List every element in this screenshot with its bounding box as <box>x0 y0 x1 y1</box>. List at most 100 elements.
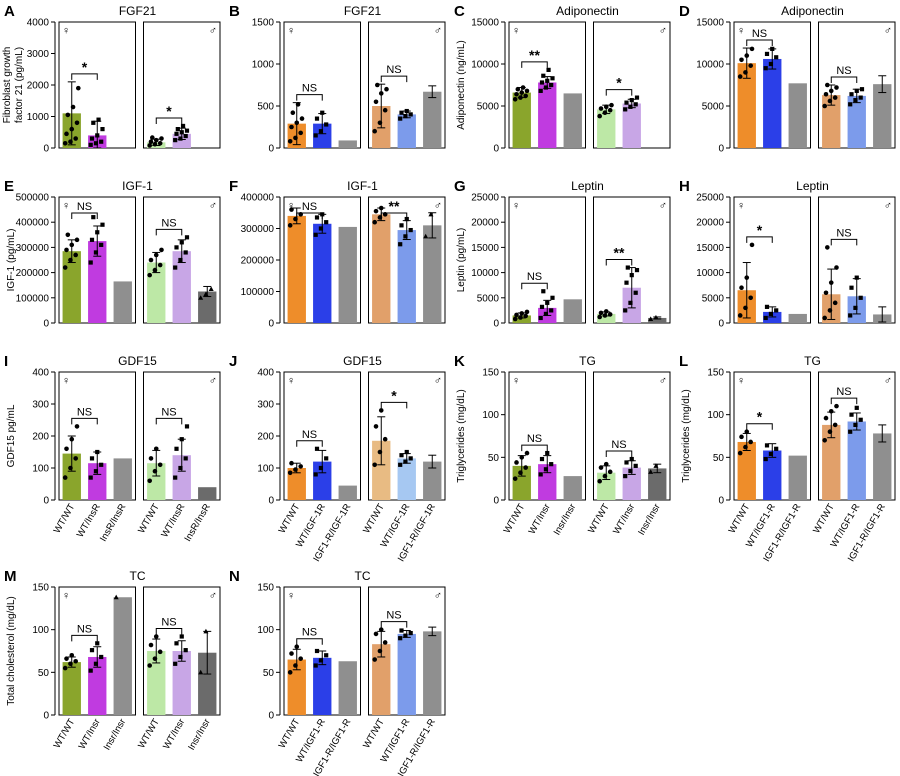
data-point <box>153 252 159 258</box>
significance-bracket <box>380 401 408 409</box>
data-point <box>523 465 528 470</box>
significance-label: NS <box>836 386 851 398</box>
bar <box>313 461 332 500</box>
x-tick-label: WT/WT <box>586 502 612 536</box>
data-point <box>545 78 550 83</box>
bar <box>338 485 357 500</box>
x-tick-label: WT/Insr <box>611 502 637 536</box>
y-tick-label: 100 <box>482 410 499 421</box>
data-point <box>157 140 163 146</box>
data-point <box>602 110 608 116</box>
y-tick-label: 300000 <box>241 224 275 235</box>
x-tick-label: Insr/Insr <box>186 717 213 752</box>
bar <box>62 453 81 500</box>
bar <box>822 95 841 148</box>
data-point <box>774 446 779 451</box>
data-point <box>173 661 178 666</box>
data-point <box>183 250 188 255</box>
y-tick-label: 500 <box>257 102 274 113</box>
data-point <box>653 314 659 320</box>
data-point <box>372 462 377 468</box>
data-point <box>512 96 518 102</box>
female-symbol: ♀ <box>62 375 70 387</box>
significance-bracket <box>296 94 323 101</box>
y-tick-label: 0 <box>268 496 274 507</box>
data-point <box>623 308 628 313</box>
panel-title: IGF-1 <box>347 179 378 193</box>
significance-label: NS <box>302 83 317 95</box>
bar <box>372 644 391 715</box>
y-tick-label: 0 <box>493 319 499 330</box>
significance-label: * <box>616 75 622 91</box>
data-point <box>749 242 755 248</box>
data-point <box>603 461 609 467</box>
y-tick-label: 10000 <box>471 60 499 71</box>
y-tick-label: 150 <box>32 583 49 594</box>
significance-label: ** <box>389 198 400 214</box>
bar <box>313 123 332 148</box>
data-point <box>203 291 209 297</box>
data-point <box>539 80 545 85</box>
data-point <box>179 437 184 442</box>
bar <box>198 487 217 500</box>
significance-bracket <box>380 212 408 219</box>
y-tick-label: 300 <box>32 400 49 411</box>
data-point <box>384 86 389 92</box>
bar <box>172 651 191 715</box>
bar <box>737 441 756 500</box>
data-point <box>739 285 744 291</box>
significance-label: NS <box>161 217 176 229</box>
significance-bracket <box>296 212 323 219</box>
data-point <box>74 120 80 126</box>
data-point <box>179 634 184 639</box>
y-tick-label: 500000 <box>16 193 50 204</box>
significance-bracket <box>71 417 98 425</box>
data-point <box>95 449 100 455</box>
data-point <box>545 450 550 456</box>
data-point <box>764 51 770 57</box>
female-symbol: ♀ <box>512 25 520 37</box>
data-point <box>174 131 179 136</box>
data-point <box>113 594 119 600</box>
significance-label: NS <box>752 28 767 40</box>
data-point <box>378 205 384 211</box>
data-point <box>152 141 158 147</box>
data-point <box>653 463 659 468</box>
significance-label: * <box>757 222 763 238</box>
data-point <box>179 130 184 135</box>
data-point <box>539 456 545 462</box>
male-symbol: ♂ <box>434 200 442 212</box>
data-point <box>293 135 298 141</box>
y-tick-label: 0 <box>718 496 724 507</box>
data-point <box>408 630 413 636</box>
data-point <box>290 110 296 116</box>
data-point <box>825 245 830 250</box>
data-point <box>398 636 403 641</box>
panel-a: A FGF21 0 1000 2000 3000 4000 Fibroblast growth… <box>2 3 221 155</box>
data-point <box>629 98 634 103</box>
significance-bracket <box>521 282 548 290</box>
panel-letter: B <box>229 3 240 20</box>
data-point <box>99 242 104 247</box>
data-point <box>748 63 753 68</box>
y-tick-label: 100 <box>32 464 49 475</box>
data-point <box>853 98 858 103</box>
female-symbol: ♀ <box>62 200 70 212</box>
data-point <box>95 641 100 646</box>
data-point <box>763 456 768 462</box>
data-point <box>602 473 608 479</box>
data-point <box>89 456 95 461</box>
data-point <box>633 290 638 295</box>
data-point <box>634 95 640 100</box>
panel-letter: G <box>454 178 466 195</box>
female-symbol: ♀ <box>512 200 520 212</box>
y-axis-label: Adiponectin (ng/mL) <box>456 40 467 130</box>
data-point <box>157 649 163 655</box>
sex-group: ♂ NS <box>368 21 446 149</box>
data-point <box>174 245 179 250</box>
data-point <box>849 92 854 97</box>
data-point <box>150 135 155 140</box>
data-point <box>633 463 638 468</box>
data-point <box>89 136 95 141</box>
